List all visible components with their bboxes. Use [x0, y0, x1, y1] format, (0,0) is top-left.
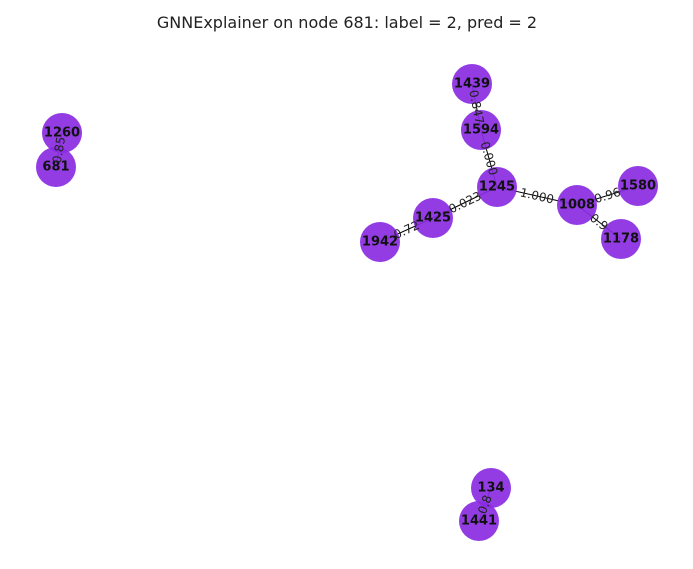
node-label: 1441: [461, 514, 497, 529]
node-label: 1425: [415, 211, 451, 226]
edges-layer: [55, 83, 639, 522]
node-circle: [360, 222, 400, 262]
node-label: 1260: [44, 126, 80, 141]
node-circle: [601, 219, 641, 259]
node-1580: 1580: [618, 166, 658, 206]
node-1178: 1178: [601, 219, 641, 259]
node-label: 1245: [479, 180, 515, 195]
node-label: 1942: [362, 235, 398, 250]
node-1260: 1260: [42, 113, 82, 153]
node-label: 1439: [454, 77, 490, 92]
node-1441: 1441: [459, 501, 499, 541]
node-1425: 1425: [413, 198, 453, 238]
edge-weight-label: 0.85: [50, 136, 68, 165]
node-label: 1580: [620, 179, 656, 194]
node-label: 1008: [559, 198, 595, 213]
node-1008: 1008: [557, 185, 597, 225]
node-1245: 1245: [477, 167, 517, 207]
figure-title: GNNExplainer on node 681: label = 2, pre…: [157, 13, 537, 32]
node-circle: [459, 501, 499, 541]
node-134: 134: [471, 468, 511, 508]
node-circle: [413, 198, 453, 238]
node-label: 1178: [603, 232, 639, 247]
node-circle: [557, 185, 597, 225]
nodes-layer: 1439 1594 1245 1008 1580 1178 1425 1942 1260 681 1…: [36, 64, 658, 541]
node-681: 681: [36, 147, 76, 187]
node-circle: [42, 113, 82, 153]
edge-weight-label: 0.8: [475, 493, 495, 516]
node-1439: 1439: [452, 64, 492, 104]
node-label: 134: [477, 481, 504, 496]
edge-weight-label: 0.000: [478, 140, 501, 177]
node-1594: 1594: [461, 110, 501, 150]
node-circle: [36, 147, 76, 187]
node-1942: 1942: [360, 222, 400, 262]
node-circle: [471, 468, 511, 508]
edge-weight-label: 0.847: [466, 89, 486, 125]
node-circle: [477, 167, 517, 207]
node-circle: [452, 64, 492, 104]
edge-weight-label: 0.023: [446, 189, 483, 217]
node-label: 1594: [463, 123, 499, 138]
edge-weight-label: 1.000: [519, 185, 556, 206]
edge-weight-label: 0.96: [593, 185, 623, 206]
node-label: 681: [42, 160, 69, 175]
node-circle: [461, 110, 501, 150]
edge-weight-label: 0.72: [391, 218, 421, 242]
node-circle: [618, 166, 658, 206]
